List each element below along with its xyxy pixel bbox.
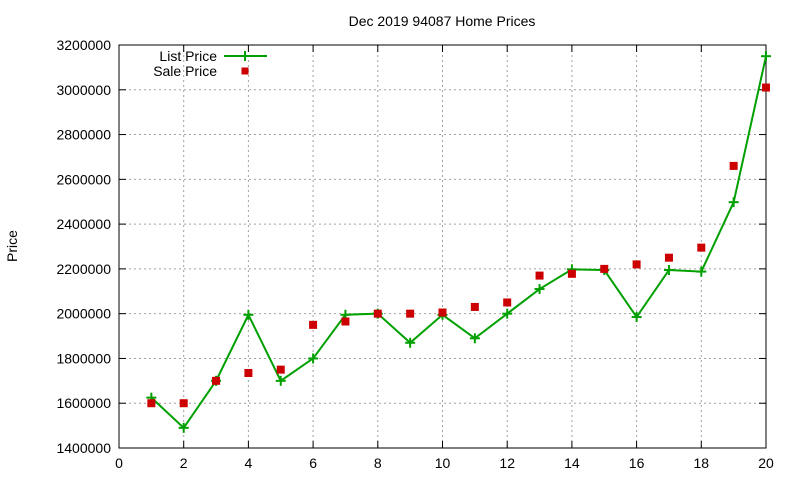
x-tick-label: 8 [374, 455, 382, 471]
data-point-sale-price [147, 399, 156, 408]
data-point-sale-price [373, 309, 382, 318]
data-point-sale-price [632, 260, 641, 269]
y-tick-label: 2000000 [56, 306, 111, 322]
data-point-list-price [405, 337, 416, 348]
data-point-sale-price [212, 376, 221, 385]
x-tick-label: 14 [564, 455, 580, 471]
legend: List Price Sale Price [153, 48, 267, 79]
data-point-sale-price [664, 253, 673, 262]
data-point-sale-price [762, 83, 770, 92]
tick-layer: 0 2 4 6 8 10 12 14 16 18 20 1400000 1600000 1800000 20… [56, 37, 774, 471]
data-point-list-price [243, 309, 254, 320]
data-point-list-price [469, 333, 480, 344]
data-point-list-price [761, 51, 771, 62]
legend-label-list-price: List Price [159, 48, 217, 64]
legend-marker-list-price [240, 51, 250, 61]
x-tick-label: 0 [115, 455, 123, 471]
data-point-sale-price [276, 365, 285, 374]
data-point-sale-price [438, 308, 447, 317]
legend-label-sale-price: Sale Price [153, 63, 217, 79]
data-point-sale-price [309, 320, 318, 329]
data-point-sale-price [600, 264, 609, 273]
y-axis-label: Price [4, 230, 20, 262]
y-tick-label: 2400000 [56, 216, 111, 232]
x-tick-label: 20 [758, 455, 774, 471]
data-point-sale-price [244, 368, 253, 377]
data-point-sale-price [503, 298, 512, 307]
data-point-sale-price [729, 161, 738, 170]
data-point-list-price [308, 353, 319, 364]
data-point-list-price [502, 308, 513, 319]
y-tick-label: 1400000 [56, 440, 111, 456]
y-tick-label: 1600000 [56, 395, 111, 411]
x-tick-label: 18 [694, 455, 710, 471]
y-tick-label: 3200000 [56, 37, 111, 53]
data-point-list-price [178, 422, 189, 433]
y-tick-label: 2800000 [56, 127, 111, 143]
x-tick-label: 4 [245, 455, 253, 471]
x-tick-label: 2 [180, 455, 188, 471]
x-tick-label: 6 [309, 455, 317, 471]
legend-marker-sale-price [241, 67, 249, 75]
x-tick-label: 12 [499, 455, 515, 471]
series-layer [146, 51, 771, 433]
y-tick-label: 2600000 [56, 171, 111, 187]
data-point-sale-price [341, 317, 350, 326]
y-tick-label: 2200000 [56, 261, 111, 277]
data-point-list-price [696, 266, 707, 277]
x-tick-label: 16 [629, 455, 645, 471]
y-tick-label: 1800000 [56, 350, 111, 366]
series-line-list-price [150, 55, 767, 430]
data-point-list-price [275, 375, 286, 386]
data-point-sale-price [567, 269, 576, 278]
chart-title: Dec 2019 94087 Home Prices [349, 13, 536, 29]
data-point-list-price [728, 197, 739, 208]
data-point-sale-price [406, 309, 415, 318]
data-point-sale-price [470, 302, 479, 311]
y-tick-label: 3000000 [56, 82, 111, 98]
data-point-list-price [631, 312, 642, 323]
data-point-sale-price [179, 399, 188, 408]
x-tick-label: 10 [435, 455, 451, 471]
data-point-sale-price [535, 271, 544, 280]
grid-layer [119, 45, 766, 448]
data-point-sale-price [697, 243, 706, 252]
data-point-list-price [534, 284, 545, 295]
data-point-list-price [663, 265, 674, 276]
